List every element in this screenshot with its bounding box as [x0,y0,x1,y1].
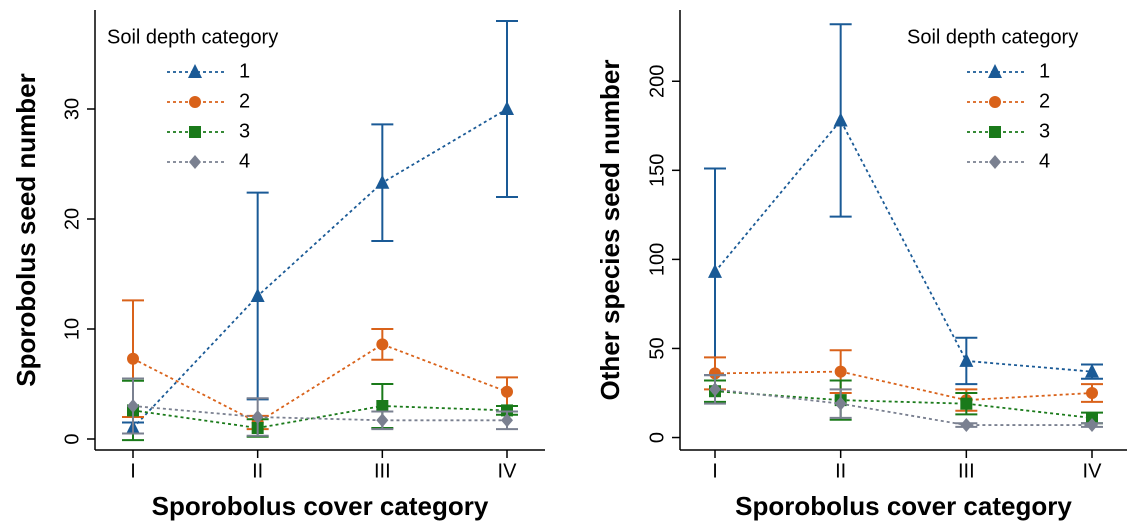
series-line [132,108,508,429]
series-line [714,370,1093,402]
marker [250,288,265,302]
marker [1086,418,1098,433]
marker [376,413,389,428]
x-tick-label: I [712,460,718,482]
series-line [132,405,507,422]
marker [988,64,1002,78]
legend-label: 3 [239,120,250,142]
y-axis-title: Other species seed number [595,59,625,400]
marker [989,155,1001,169]
marker [376,338,389,351]
marker [959,352,974,367]
marker [989,126,1001,138]
marker [501,385,513,398]
legend-label: 4 [239,150,250,172]
y-tick-label: 20 [61,208,83,230]
series-line [714,390,1093,419]
marker [501,404,513,417]
marker [189,155,201,169]
x-tick-label: III [958,460,975,482]
y-tick-label: 50 [646,337,668,359]
marker [501,413,513,428]
marker [500,101,514,115]
marker [834,396,847,411]
marker [188,64,202,78]
legend-label: 4 [1039,150,1050,172]
x-tick-label: IV [498,460,518,482]
marker [376,400,389,412]
marker [834,365,847,378]
marker [375,174,390,189]
y-tick-label: 0 [61,433,83,444]
marker [709,367,721,380]
x-tick-label: IV [1083,460,1103,482]
series-line [714,118,1093,373]
marker [1086,386,1098,399]
marker [1085,363,1099,378]
legend-label: 1 [1039,60,1050,82]
y-tick-label: 200 [646,65,668,98]
legend-title: Soil depth category [907,26,1078,48]
marker [709,382,721,397]
y-tick-label: 0 [646,432,668,443]
marker [833,112,848,127]
y-tick-label: 150 [646,154,668,187]
series-line [132,405,508,429]
marker [189,96,201,108]
y-tick-label: 10 [61,318,83,340]
legend-title: Soil depth category [107,26,278,48]
x-tick-label: III [374,460,391,482]
x-axis-title: Sporobolus cover category [152,491,489,521]
legend-label: 3 [1039,120,1050,142]
x-tick-label: II [252,460,263,482]
marker [708,263,722,278]
x-tick-label: II [835,460,846,482]
marker [127,399,139,413]
y-tick-label: 30 [61,98,83,120]
x-tick-label: I [130,460,136,482]
marker [127,352,139,365]
legend-label: 2 [1039,90,1050,112]
marker [960,397,973,410]
marker [1086,411,1098,424]
marker [189,126,201,138]
marker [989,96,1001,108]
legend-label: 2 [239,90,250,112]
y-tick-label: 100 [646,243,668,276]
x-axis-title: Sporobolus cover category [735,491,1072,521]
marker [251,410,264,424]
legend-label: 1 [239,60,250,82]
y-axis-title: Sporobolus seed number [11,73,41,387]
marker [960,418,973,433]
